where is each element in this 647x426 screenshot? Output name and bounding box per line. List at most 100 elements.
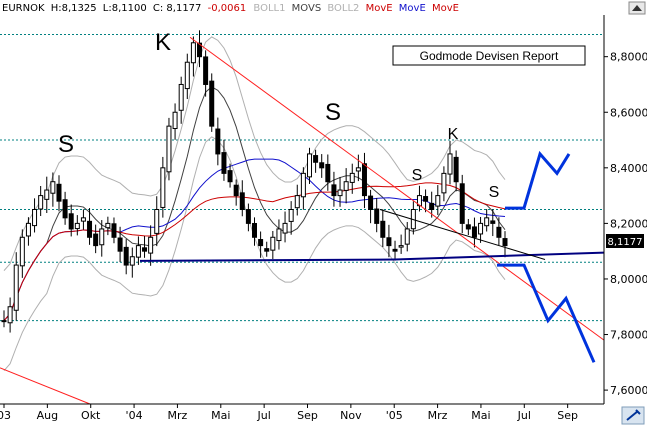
draw-tool-button[interactable] xyxy=(621,406,645,425)
candle-body-25 xyxy=(154,209,160,234)
x-tick-label-12: Jul xyxy=(517,409,531,422)
candle-body-42 xyxy=(258,239,264,247)
candle-body-29 xyxy=(178,83,184,111)
support-line xyxy=(139,258,396,262)
candle-body-15 xyxy=(93,233,99,247)
x-axis-ticks: 03 Aug Okt '04 Mrz Mai Jul Sep Nov '05 Mrz Mai Jul Se… xyxy=(0,404,578,422)
candle-body-36 xyxy=(221,152,227,174)
candle-body-50 xyxy=(306,153,312,178)
indicator-move-3: MovE xyxy=(432,3,459,14)
candle-body-13 xyxy=(80,217,86,222)
lower-trend-line xyxy=(0,367,91,405)
x-tick-label-10: Mrz xyxy=(428,409,448,422)
candle-body-34 xyxy=(209,80,215,127)
candle-body-81 xyxy=(496,226,502,238)
candle-body-43 xyxy=(264,248,270,252)
projection-down-line xyxy=(497,263,596,363)
y-axis-ticks: 8,8000 8,6000 8,4000 8,2000 8,0000 7,8000 7,60… xyxy=(604,51,647,397)
candle-body-10 xyxy=(62,199,68,219)
candle-body-59 xyxy=(361,163,367,197)
last-price-label: 8,1177 xyxy=(608,237,643,248)
candle-body-79 xyxy=(484,217,490,227)
candle-body-30 xyxy=(184,61,190,90)
candle-body-9 xyxy=(56,183,62,202)
low-value: L:8,1100 xyxy=(103,3,147,14)
x-tick-label-13: Sep xyxy=(557,409,578,422)
candle-body-54 xyxy=(331,184,337,197)
candle-body-44 xyxy=(270,236,276,251)
y-tick-label-0: 8,8000 xyxy=(610,51,647,64)
scroll-up-button[interactable] xyxy=(628,1,646,15)
indicator-boll1: BOLL1 xyxy=(253,3,285,14)
candle-body-65 xyxy=(398,245,404,248)
projection-up-line xyxy=(505,150,571,210)
pattern-label-3: S xyxy=(412,167,423,184)
candle-body-39 xyxy=(239,192,245,211)
candle-body-28 xyxy=(172,111,178,130)
support-line-extension xyxy=(394,251,605,261)
candle-body-82 xyxy=(502,238,508,247)
x-tick-label-11: Mai xyxy=(471,409,490,422)
x-tick-label-6: Jul xyxy=(257,409,271,422)
candle-body-41 xyxy=(252,222,257,238)
indicator-movs: MOVS xyxy=(292,3,322,14)
y-tick-label-2: 8,4000 xyxy=(610,162,647,175)
pattern-label-1: K xyxy=(155,29,171,56)
candle-body-8 xyxy=(50,181,56,194)
pattern-labels: S K S S K S xyxy=(58,29,499,201)
change-value: -0,0061 xyxy=(208,3,247,14)
y-tick-label-5: 7,8000 xyxy=(610,329,647,342)
x-tick-label-1: Aug xyxy=(37,409,58,422)
indicator-move-1: MovE xyxy=(366,3,393,14)
bollinger-upper xyxy=(3,36,506,271)
candle-body-40 xyxy=(245,209,251,224)
candle-body-77 xyxy=(471,226,477,238)
indicator-move-2: MovE xyxy=(399,3,426,14)
candle-body-16 xyxy=(99,228,105,246)
candle-body-45 xyxy=(276,228,282,242)
candle-body-48 xyxy=(294,195,300,209)
chart-title: Godmode Devisen Report xyxy=(420,49,559,63)
candle-body-62 xyxy=(380,220,386,238)
candle-body-71 xyxy=(435,195,441,207)
candle-body-3 xyxy=(19,236,25,267)
x-tick-label-5: Mai xyxy=(211,409,230,422)
candle-body-57 xyxy=(349,172,355,183)
title-box: Godmode Devisen Report xyxy=(392,45,586,66)
horizontal-levels xyxy=(0,33,604,322)
candle-body-27 xyxy=(166,125,172,173)
candle-body-51 xyxy=(313,155,319,163)
y-tick-label-3: 8,2000 xyxy=(610,217,647,230)
candle-body-63 xyxy=(386,237,392,247)
close-value: C: 8,1177 xyxy=(153,3,202,14)
candle-body-5 xyxy=(32,209,38,227)
candle-body-66 xyxy=(404,228,410,245)
candle-body-55 xyxy=(337,189,343,197)
symbol: EURNOK xyxy=(2,3,45,14)
candle-body-1 xyxy=(7,306,13,324)
candle-body-56 xyxy=(343,181,349,191)
x-tick-label-2: Okt xyxy=(81,409,101,422)
candle-body-72 xyxy=(441,172,447,194)
candle-body-60 xyxy=(368,195,374,211)
pattern-label-2: S xyxy=(325,99,341,126)
candle-body-4 xyxy=(25,222,31,237)
neckline xyxy=(379,209,546,260)
candle-body-52 xyxy=(319,162,325,169)
pattern-label-0: S xyxy=(58,131,74,158)
candle-body-31 xyxy=(190,42,196,64)
candle-body-69 xyxy=(423,196,429,202)
candle-body-22 xyxy=(135,245,141,258)
candle-body-73 xyxy=(447,153,453,175)
x-tick-label-7: Sep xyxy=(297,409,318,422)
pattern-label-4: K xyxy=(448,126,459,143)
y-tick-label-4: 8,0000 xyxy=(610,273,647,286)
candle-body-2 xyxy=(13,264,19,311)
candle-body-26 xyxy=(160,167,166,208)
y-tick-label-6: 7,6000 xyxy=(610,384,647,397)
candle-body-18 xyxy=(111,223,117,238)
candle-body-7 xyxy=(44,189,50,200)
x-tick-label-0: 03 xyxy=(0,409,11,422)
candle-body-6 xyxy=(38,195,44,210)
